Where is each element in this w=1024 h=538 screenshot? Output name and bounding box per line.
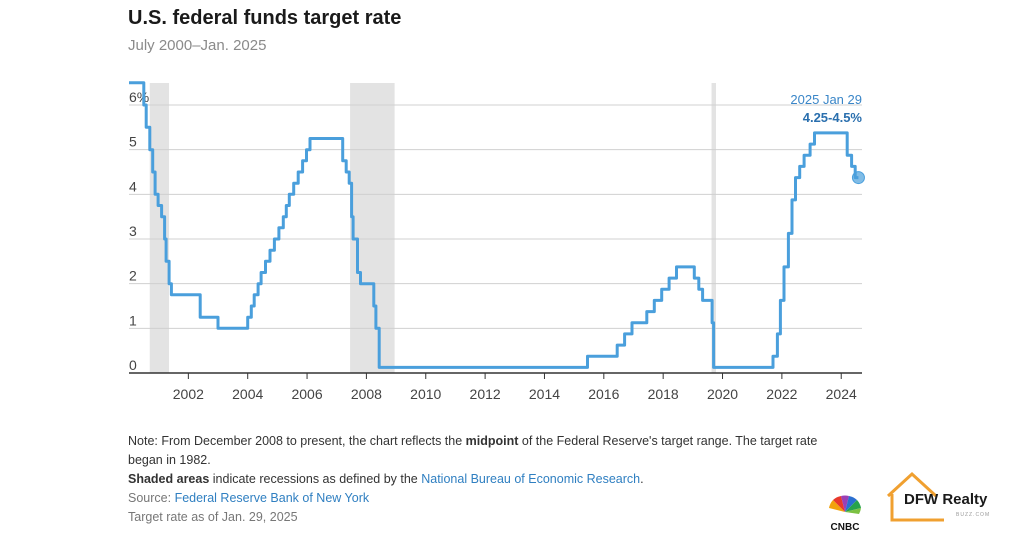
series-layer bbox=[129, 81, 865, 369]
y-axis-ticks: 6% 5 4 3 2 1 0 bbox=[129, 89, 149, 373]
y-tick-label: 5 bbox=[129, 134, 137, 150]
x-tick-label: 2010 bbox=[410, 386, 441, 402]
note-midpoint: Note: From December 2008 to present, the… bbox=[128, 434, 818, 467]
recession-shading bbox=[149, 83, 716, 373]
gridlines bbox=[129, 104, 862, 374]
x-tick-label: 2018 bbox=[648, 386, 679, 402]
dfw-realty-logo-icon: DFW Realty BUZZ.COM bbox=[886, 471, 990, 522]
x-tick-label: 2016 bbox=[588, 386, 619, 402]
series-line-0 bbox=[129, 81, 859, 369]
recession-band-1 bbox=[350, 83, 395, 373]
svg-text:CNBC: CNBC bbox=[831, 522, 860, 532]
annotation-value: 4.25-4.5% bbox=[803, 110, 863, 125]
y-tick-label: 0 bbox=[129, 357, 137, 373]
note-shaded-areas: Shaded areas indicate recessions as defi… bbox=[128, 472, 644, 486]
source-link[interactable]: Federal Reserve Bank of New York bbox=[174, 491, 370, 505]
svg-text:BUZZ.COM: BUZZ.COM bbox=[956, 512, 990, 518]
y-tick-label: 3 bbox=[129, 223, 137, 239]
x-tick-label: 2024 bbox=[826, 386, 857, 402]
x-tick-label: 2002 bbox=[173, 386, 204, 402]
x-tick-label: 2012 bbox=[470, 386, 501, 402]
y-tick-label: 6% bbox=[129, 89, 149, 105]
x-axis-ticks: 2002 2004 2006 2008 2010 2012 2014 2016 2018 2020… bbox=[173, 373, 857, 402]
y-tick-label: 1 bbox=[129, 312, 137, 328]
as-of-line: Target rate as of Jan. 29, 2025 bbox=[128, 510, 298, 524]
recession-band-2 bbox=[711, 83, 716, 373]
series-end-point bbox=[851, 171, 865, 185]
y-tick-label: 2 bbox=[129, 268, 137, 284]
x-tick-label: 2008 bbox=[351, 386, 382, 402]
annotation-date: 2025 Jan 29 bbox=[790, 92, 862, 107]
chart-subtitle: July 2000–Jan. 2025 bbox=[128, 37, 267, 54]
chart-title: U.S. federal funds target rate bbox=[128, 7, 402, 29]
source-line: Source: Federal Reserve Bank of New York bbox=[128, 491, 370, 505]
chart-notes: Note: From December 2008 to present, the… bbox=[128, 432, 828, 527]
x-tick-label: 2004 bbox=[232, 386, 263, 402]
recession-band-0 bbox=[149, 83, 170, 373]
x-tick-label: 2020 bbox=[707, 386, 738, 402]
x-tick-label: 2022 bbox=[766, 386, 797, 402]
x-tick-label: 2014 bbox=[529, 386, 560, 402]
nber-link[interactable]: National Bureau of Economic Research bbox=[421, 472, 641, 486]
cnbc-logo-icon: CNBC bbox=[829, 495, 861, 532]
x-tick-label: 2006 bbox=[291, 386, 322, 402]
svg-text:DFW Realty: DFW Realty bbox=[904, 491, 988, 508]
y-tick-label: 4 bbox=[129, 178, 137, 194]
